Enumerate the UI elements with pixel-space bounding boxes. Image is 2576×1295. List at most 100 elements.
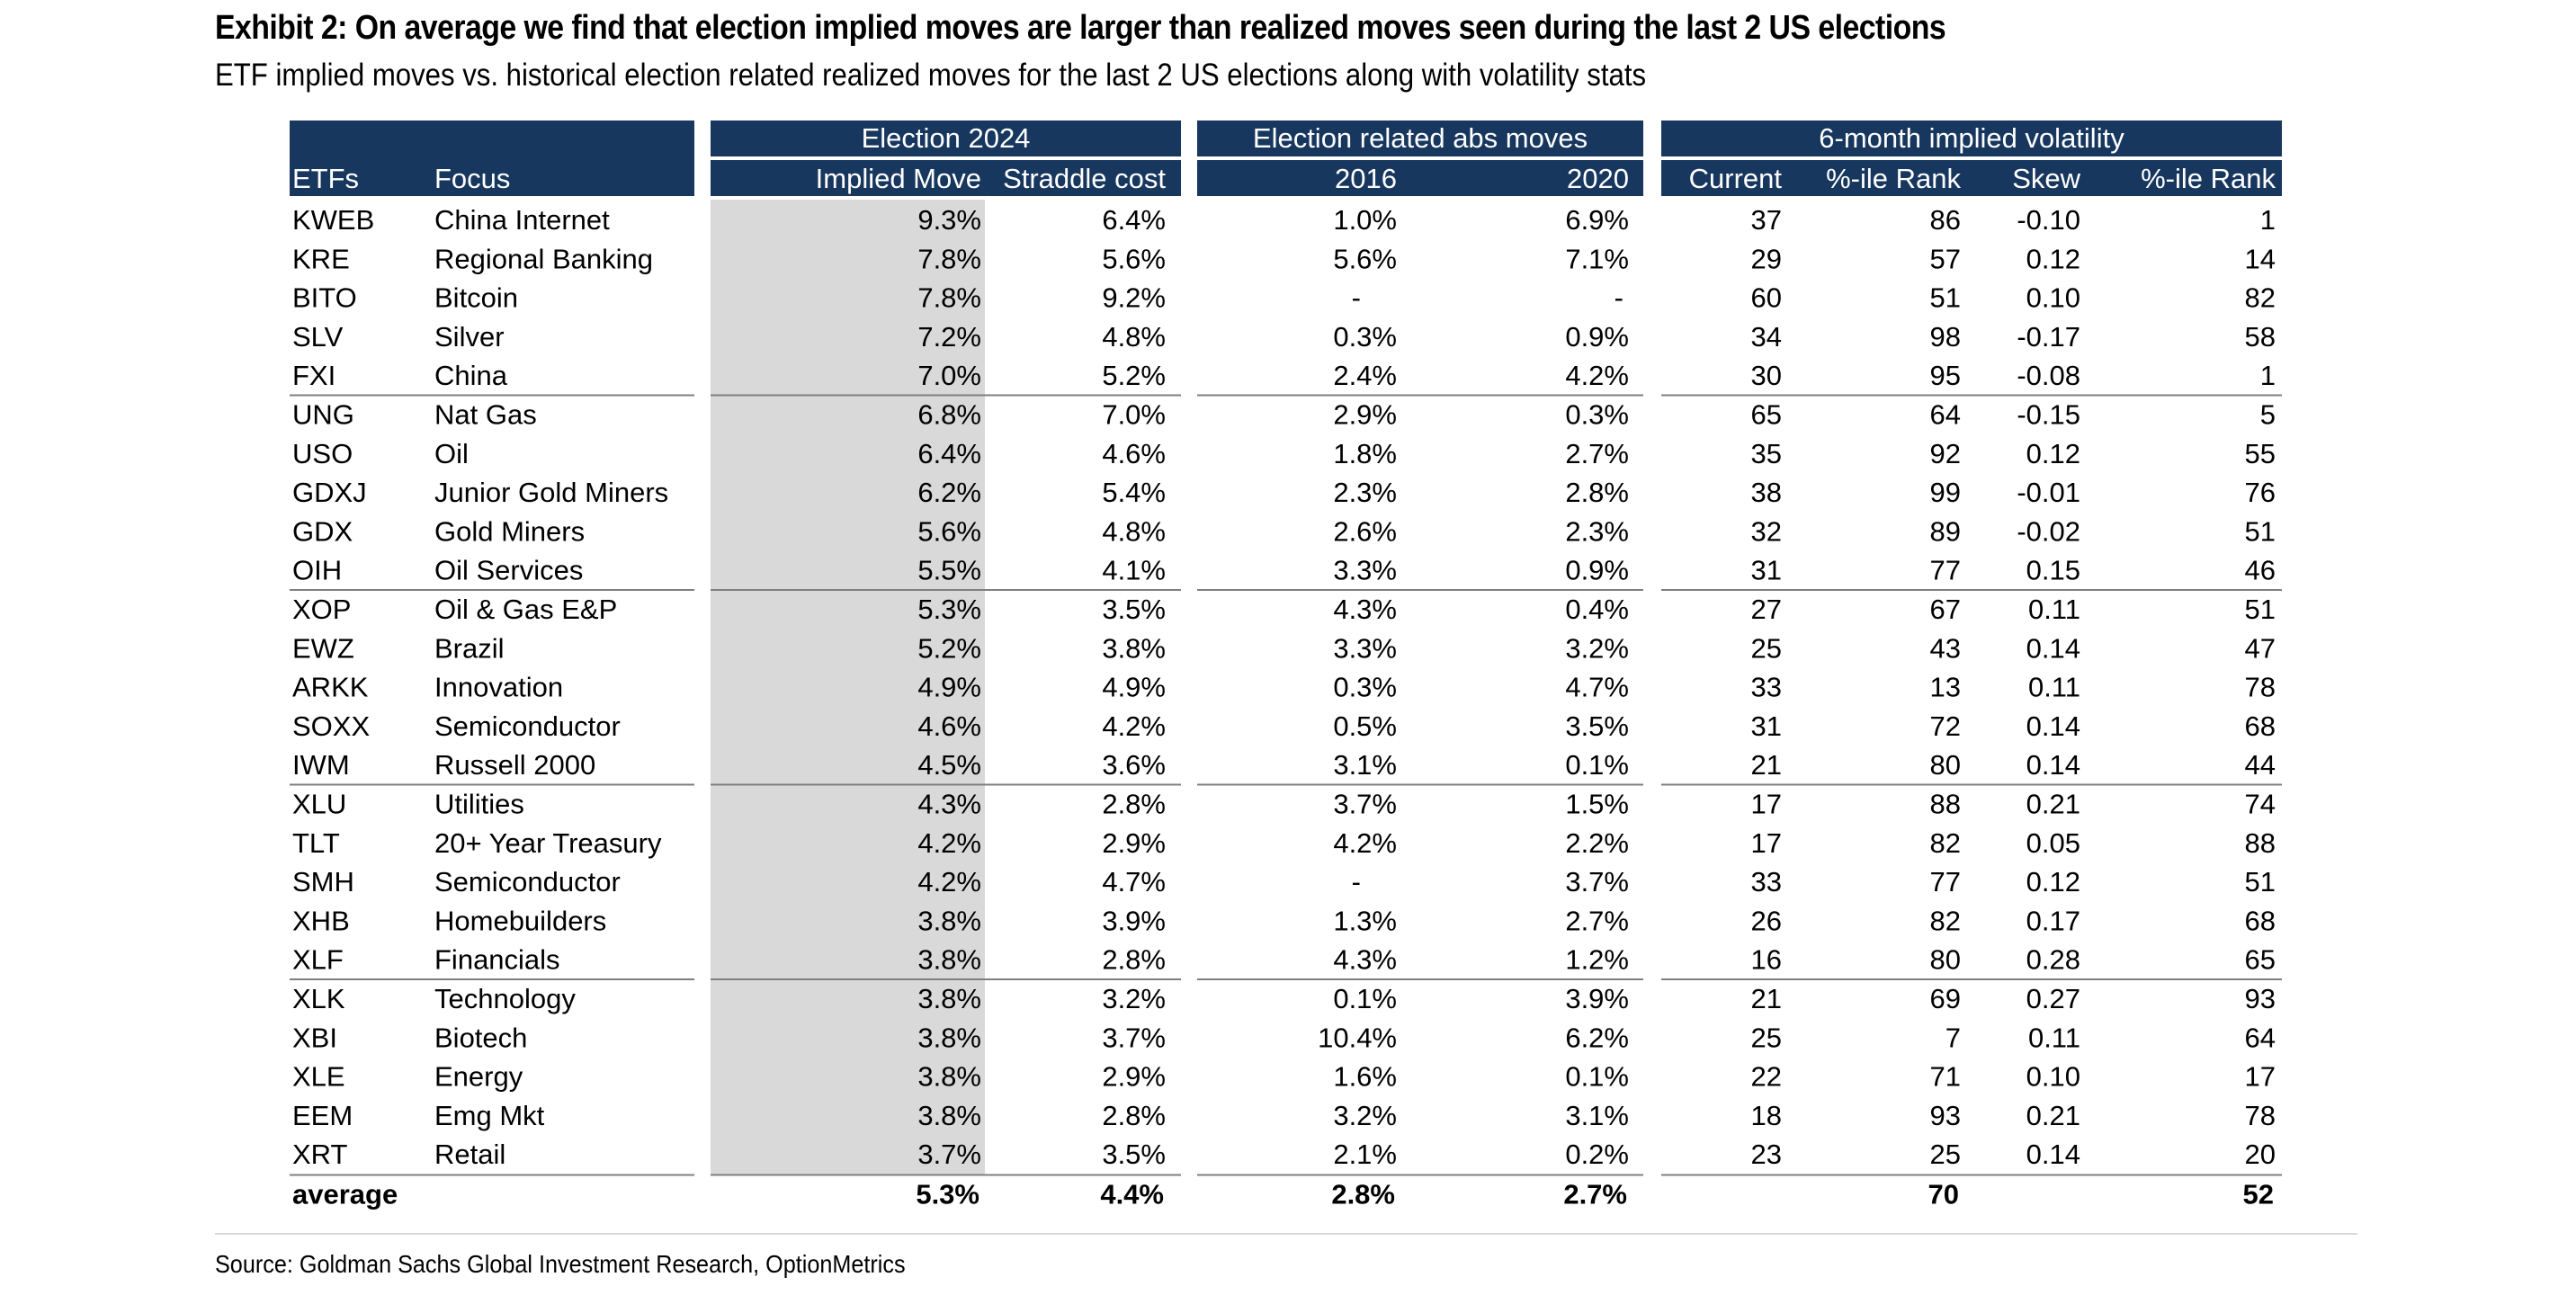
table-cell: 95 bbox=[1930, 360, 1961, 391]
table-cell: Financials bbox=[434, 944, 560, 976]
table-cell: 3.9% bbox=[1102, 905, 1166, 936]
table-cell: 4.8% bbox=[1102, 321, 1166, 353]
column-header-bg bbox=[1661, 160, 2282, 196]
table-cell: 1.3% bbox=[1333, 905, 1397, 936]
table-cell: 23 bbox=[1751, 1139, 1782, 1170]
table-cell: 5.6% bbox=[1102, 243, 1166, 274]
table-cell: EWZ bbox=[292, 632, 354, 664]
table-cell: GDX bbox=[292, 515, 353, 547]
table-cell: FXI bbox=[292, 360, 335, 391]
table-cell: 72 bbox=[1930, 710, 1961, 742]
table-cell: SLV bbox=[292, 321, 344, 353]
table-cell: 7.8% bbox=[917, 282, 981, 314]
table-cell: 25 bbox=[1751, 1022, 1782, 1053]
group-header-bg bbox=[1197, 121, 1643, 156]
table-cell: 1 bbox=[2260, 204, 2276, 236]
exhibit-subtitle: ETF implied moves vs. historical electio… bbox=[215, 58, 1647, 93]
table-cell: 88 bbox=[1930, 789, 1961, 820]
table-cell: 1 bbox=[2260, 360, 2276, 391]
table-cell: Regional Banking bbox=[434, 243, 653, 274]
table-cell: Oil Services bbox=[434, 555, 583, 586]
table-cell: Retail bbox=[434, 1139, 505, 1170]
table-cell: Oil & Gas E&P bbox=[434, 594, 617, 625]
table-cell: 7.1% bbox=[1565, 243, 1629, 274]
table-cell: 88 bbox=[2245, 827, 2276, 859]
table-cell: 3.3% bbox=[1333, 555, 1397, 586]
table-cell: 69 bbox=[1930, 983, 1961, 1014]
table-cell: 4.7% bbox=[1102, 866, 1166, 898]
table-cell: 3.8% bbox=[1102, 632, 1166, 664]
table-cell: 3.8% bbox=[917, 1061, 981, 1093]
table-cell: ARKK bbox=[292, 672, 369, 703]
table-cell: 60 bbox=[1751, 282, 1782, 314]
table-cell: 27 bbox=[1751, 594, 1782, 625]
table-cell: 0.10 bbox=[2026, 1061, 2080, 1093]
table-cell: TLT bbox=[292, 827, 340, 859]
table-cell: 0.1% bbox=[1565, 749, 1629, 781]
table-cell: 47 bbox=[2245, 632, 2276, 664]
column-header-label: ETFs bbox=[292, 163, 359, 194]
table-cell: Brazil bbox=[434, 632, 505, 664]
table-cell: 25 bbox=[1930, 1139, 1961, 1170]
table-cell: 71 bbox=[1930, 1061, 1961, 1093]
table-cell: 38 bbox=[1751, 477, 1782, 508]
table-cell: 0.05 bbox=[2026, 827, 2080, 859]
table-cell: 0.17 bbox=[2026, 905, 2080, 936]
table-cell: 3.2% bbox=[1333, 1100, 1397, 1131]
table-cell: 0.12 bbox=[2026, 866, 2080, 898]
table-cell: 35 bbox=[1751, 438, 1782, 469]
table-cell: 92 bbox=[1930, 438, 1961, 469]
table-cell: 3.5% bbox=[1102, 1139, 1166, 1170]
table-cell: China Internet bbox=[434, 204, 610, 236]
table-cell: XLK bbox=[292, 983, 345, 1014]
group-header-label: 6-month implied volatility bbox=[1819, 122, 2124, 154]
average-cell: 70 bbox=[1928, 1179, 1959, 1210]
table-cell: 5.5% bbox=[917, 555, 981, 586]
table-cell: - bbox=[1352, 866, 1361, 898]
header-separator bbox=[1661, 158, 2282, 160]
table-cell: 4.2% bbox=[1333, 827, 1397, 859]
table-cell: Bitcoin bbox=[434, 282, 518, 314]
table-cell: 55 bbox=[2245, 438, 2276, 469]
table-cell: Utilities bbox=[434, 789, 524, 820]
table-cell: 64 bbox=[2245, 1022, 2276, 1053]
table-cell: 20 bbox=[2245, 1139, 2276, 1170]
implied-move-shade bbox=[711, 200, 985, 1175]
table-cell: 2.4% bbox=[1333, 360, 1397, 391]
table-cell: 0.11 bbox=[2028, 594, 2080, 625]
table-cell: 13 bbox=[1930, 672, 1961, 703]
table-cell: 0.10 bbox=[2026, 282, 2080, 314]
group-header-label: Election related abs moves bbox=[1253, 122, 1588, 154]
table-cell: XHB bbox=[292, 905, 350, 936]
table-cell: 9.2% bbox=[1102, 282, 1166, 314]
table-cell: 3.1% bbox=[1565, 1100, 1629, 1131]
table-cell: 7.2% bbox=[917, 321, 981, 353]
table-cell: 30 bbox=[1751, 360, 1782, 391]
table-cell: 3.8% bbox=[917, 1100, 981, 1131]
table-cell: 4.9% bbox=[917, 672, 981, 703]
table-cell: Russell 2000 bbox=[434, 749, 595, 781]
table-cell: 2.1% bbox=[1333, 1139, 1397, 1170]
table-cell: Nat Gas bbox=[434, 399, 537, 431]
table-cell: Silver bbox=[434, 321, 505, 353]
table-cell: Energy bbox=[434, 1061, 523, 1093]
table-cell: 93 bbox=[2245, 983, 2276, 1014]
table-cell: 2.9% bbox=[1333, 399, 1397, 431]
table-cell: Emg Mkt bbox=[434, 1100, 545, 1131]
table-cell: 80 bbox=[1930, 749, 1961, 781]
table-cell: 4.9% bbox=[1102, 672, 1166, 703]
table-cell: 3.8% bbox=[917, 1022, 981, 1053]
table-cell: -0.15 bbox=[2017, 399, 2080, 431]
table-cell: 7 bbox=[1945, 1022, 1961, 1053]
table-cell: 0.3% bbox=[1333, 672, 1397, 703]
table-cell: XOP bbox=[292, 594, 351, 625]
table-cell: 0.28 bbox=[2026, 944, 2080, 976]
table-cell: 68 bbox=[2245, 710, 2276, 742]
table-cell: 0.1% bbox=[1565, 1061, 1629, 1093]
table-cell: 0.9% bbox=[1565, 555, 1629, 586]
table-cell: 86 bbox=[1930, 204, 1961, 236]
table-cell: 3.8% bbox=[917, 905, 981, 936]
table-cell: 0.14 bbox=[2026, 749, 2080, 781]
table-cell: 82 bbox=[1930, 827, 1961, 859]
table-cell: 3.7% bbox=[1565, 866, 1629, 898]
